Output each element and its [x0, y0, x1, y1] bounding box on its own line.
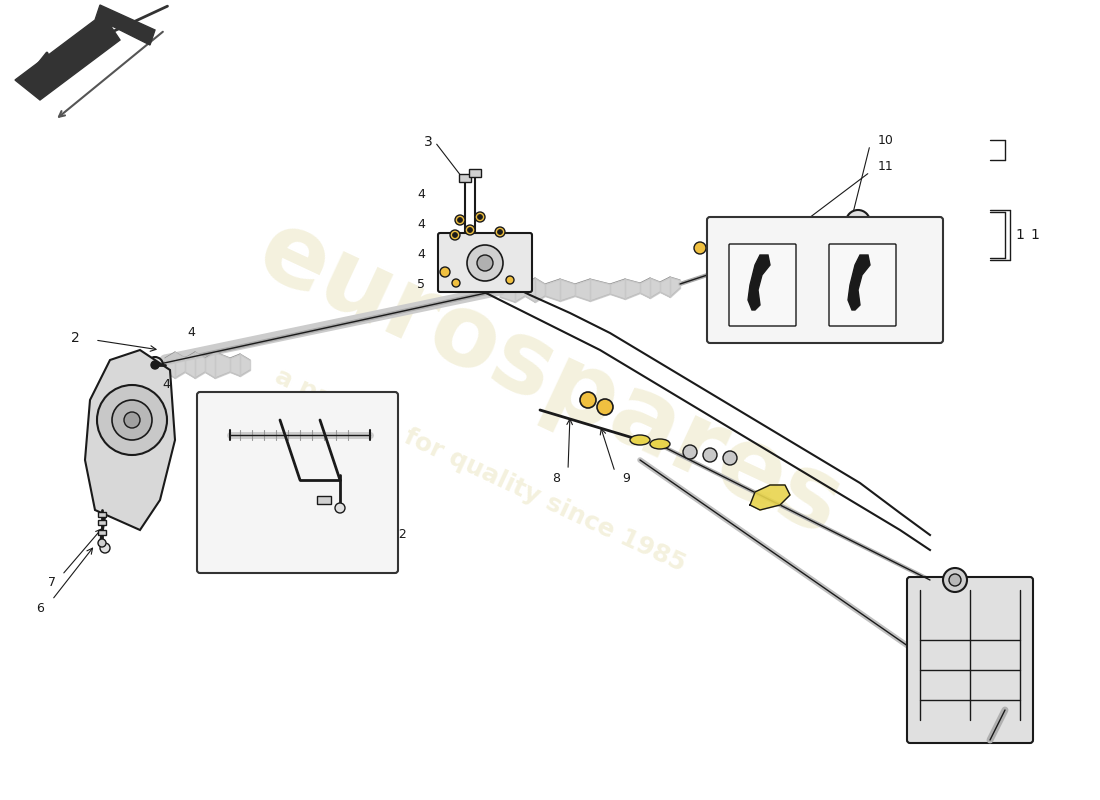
Circle shape [477, 214, 483, 219]
Circle shape [253, 443, 263, 453]
Bar [98, 520, 106, 525]
Circle shape [440, 267, 450, 277]
FancyBboxPatch shape [829, 244, 896, 326]
Text: 9: 9 [621, 471, 630, 485]
Bar [459, 174, 471, 182]
Text: 1: 1 [1015, 228, 1024, 242]
Circle shape [147, 357, 163, 373]
FancyBboxPatch shape [197, 392, 398, 573]
Bar [98, 530, 106, 535]
Circle shape [475, 212, 485, 222]
Circle shape [336, 503, 345, 513]
Text: 4: 4 [417, 189, 425, 202]
Text: 1: 1 [1030, 228, 1038, 242]
Text: a passion for quality since 1985: a passion for quality since 1985 [271, 364, 690, 576]
Circle shape [506, 276, 514, 284]
Ellipse shape [630, 435, 650, 445]
Bar [317, 496, 331, 504]
Polygon shape [750, 485, 790, 510]
FancyBboxPatch shape [908, 577, 1033, 743]
Text: 4: 4 [417, 218, 425, 231]
Circle shape [943, 568, 967, 592]
Text: 4: 4 [417, 249, 425, 262]
Ellipse shape [650, 439, 670, 449]
Polygon shape [748, 255, 770, 310]
Circle shape [683, 445, 697, 459]
Circle shape [452, 279, 460, 287]
Circle shape [97, 385, 167, 455]
Circle shape [597, 399, 613, 415]
Circle shape [468, 245, 503, 281]
Circle shape [850, 214, 870, 234]
Circle shape [734, 232, 746, 244]
Circle shape [580, 392, 596, 408]
Circle shape [458, 218, 462, 222]
Circle shape [477, 255, 493, 271]
Circle shape [124, 412, 140, 428]
Circle shape [856, 220, 864, 228]
Circle shape [112, 400, 152, 440]
Circle shape [455, 215, 465, 225]
Circle shape [703, 448, 717, 462]
Text: 4: 4 [187, 326, 195, 338]
Circle shape [714, 238, 726, 250]
Circle shape [151, 361, 160, 369]
Bar [469, 169, 481, 177]
Text: 14: 14 [854, 277, 870, 290]
Circle shape [846, 210, 870, 234]
Text: 7: 7 [48, 575, 56, 589]
Bar [98, 512, 106, 517]
Circle shape [98, 539, 106, 547]
Text: 13: 13 [755, 277, 770, 290]
Circle shape [452, 233, 458, 238]
Circle shape [694, 242, 706, 254]
Polygon shape [15, 5, 155, 100]
Text: 8: 8 [552, 471, 560, 485]
Circle shape [495, 227, 505, 237]
Text: 5: 5 [417, 278, 425, 290]
Text: eurospares: eurospares [243, 202, 857, 558]
Text: 2: 2 [72, 331, 80, 345]
Text: 4: 4 [162, 378, 170, 390]
Circle shape [450, 230, 460, 240]
Circle shape [949, 574, 961, 586]
Text: 11: 11 [878, 161, 893, 174]
Text: 3: 3 [424, 135, 432, 149]
Circle shape [723, 451, 737, 465]
Polygon shape [85, 350, 175, 530]
FancyBboxPatch shape [729, 244, 796, 326]
Text: 10: 10 [878, 134, 894, 146]
FancyBboxPatch shape [438, 233, 532, 292]
Text: 12: 12 [392, 529, 408, 542]
Circle shape [497, 230, 503, 234]
Polygon shape [848, 255, 870, 310]
Circle shape [100, 543, 110, 553]
Circle shape [468, 227, 473, 233]
Text: 5: 5 [236, 451, 245, 465]
Circle shape [465, 225, 475, 235]
Circle shape [852, 217, 864, 227]
FancyBboxPatch shape [707, 217, 943, 343]
Text: 6: 6 [36, 602, 44, 614]
